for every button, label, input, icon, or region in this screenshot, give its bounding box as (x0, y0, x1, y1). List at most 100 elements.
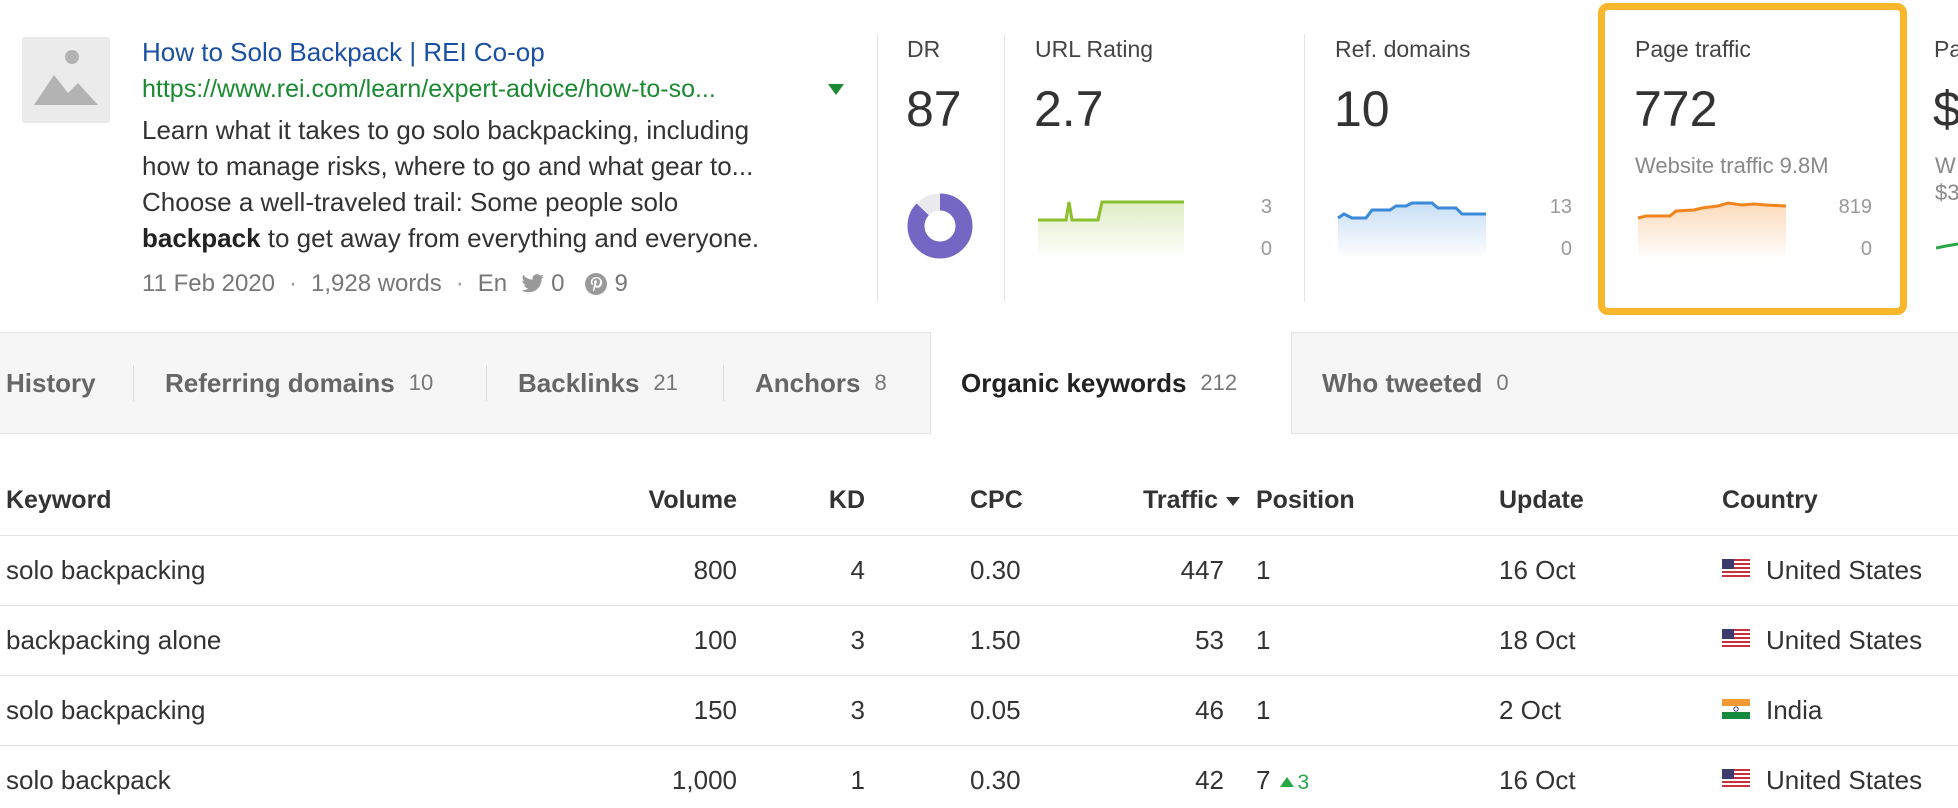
tweet-count: 0 (551, 270, 565, 297)
separator-dot: · (455, 270, 464, 297)
website-traffic-subtitle: Website traffic 9.8M (1635, 153, 1829, 178)
tab-count: 212 (1200, 370, 1238, 395)
url-rating-label: URL Rating (1035, 36, 1154, 62)
result-url-link[interactable]: https://www.rei.com/learn/expert-advice/… (142, 75, 716, 103)
position-value: 7 (1256, 765, 1271, 795)
update-cell: 16 Oct (1499, 555, 1576, 585)
column-divider (1304, 34, 1305, 302)
column-header-traffic-label: Traffic (1142, 486, 1218, 514)
column-header-keyword[interactable]: Keyword (6, 486, 112, 514)
ref-domains-axis-min: 0 (1560, 238, 1572, 260)
volume-cell: 150 (693, 695, 737, 725)
result-thumbnail (22, 37, 110, 123)
india-flag-icon (1722, 699, 1750, 719)
column-header-kd[interactable]: KD (828, 486, 865, 514)
twitter-icon (521, 274, 545, 294)
tab-label: Who tweeted (1322, 367, 1483, 398)
us-flag-icon (1722, 559, 1750, 579)
keyword-cell[interactable]: solo backpack (6, 765, 171, 795)
page-traffic-label: Page traffic (1635, 36, 1751, 62)
snippet-line: Choose a well-traveled trail: Some peopl… (142, 187, 679, 217)
partial-metric-value[interactable]: $ (1933, 81, 1958, 137)
tab-history[interactable]: History (6, 333, 96, 433)
column-header-position[interactable]: Position (1256, 486, 1355, 514)
tab-referring-domains[interactable]: Referring domains 10 (165, 333, 433, 433)
ref-domains-label: Ref. domains (1335, 36, 1471, 62)
cpc-cell: 0.30 (970, 555, 1021, 585)
update-cell: 16 Oct (1499, 765, 1576, 795)
cpc-cell: 0.30 (970, 765, 1021, 795)
sort-descending-icon (1226, 496, 1240, 506)
country-cell: India (1766, 695, 1823, 725)
url-rating-value[interactable]: 2.7 (1034, 81, 1104, 137)
column-header-update[interactable]: Update (1499, 486, 1584, 514)
url-rating-axis-min: 0 (1260, 238, 1272, 260)
page-traffic-highlight-box (1598, 3, 1907, 315)
kd-cell: 3 (850, 695, 865, 725)
column-divider (877, 34, 878, 302)
page-traffic-axis-min: 0 (1860, 238, 1872, 260)
url-rating-axis-max: 3 (1260, 196, 1272, 218)
tab-count: 8 (874, 370, 887, 395)
traffic-cell: 46 (1195, 695, 1224, 725)
column-header-traffic[interactable]: Traffic (1090, 486, 1240, 515)
ref-domains-value[interactable]: 10 (1334, 81, 1390, 137)
column-header-volume[interactable]: Volume (648, 486, 737, 514)
tab-label: Referring domains (165, 367, 395, 398)
page-traffic-sparkline (1637, 201, 1787, 260)
keyword-cell[interactable]: solo backpacking (6, 555, 206, 585)
ref-domains-sparkline (1337, 201, 1486, 260)
dr-value[interactable]: 87 (906, 81, 962, 137)
volume-cell: 100 (693, 625, 737, 655)
snippet-line: Learn what it takes to go solo backpacki… (142, 115, 750, 145)
result-snippet: Learn what it takes to go solo backpacki… (142, 112, 862, 256)
result-meta: 11 Feb 2020 · 1,928 words · En 0 9 (142, 270, 628, 298)
tab-organic-keywords[interactable]: Organic keywords 212 (930, 332, 1292, 434)
tab-anchors[interactable]: Anchors 8 (755, 333, 887, 433)
tab-label: History (6, 367, 96, 398)
url-dropdown-caret-icon[interactable] (828, 84, 844, 95)
tab-count: 21 (653, 370, 678, 395)
image-placeholder-icon (34, 50, 98, 105)
tab-label: Anchors (755, 367, 861, 398)
partial-metric-sub: W (1935, 153, 1956, 178)
partial-metric-sub: $3 (1935, 180, 1958, 205)
tab-who-tweeted[interactable]: Who tweeted 0 (1322, 333, 1509, 433)
column-header-cpc[interactable]: CPC (970, 486, 1023, 514)
position-cell: 1 (1256, 625, 1271, 655)
update-cell: 2 Oct (1499, 695, 1562, 725)
ref-domains-axis-max: 13 (1549, 196, 1572, 218)
word-count: 1,928 words (311, 270, 442, 297)
keyword-cell[interactable]: backpacking alone (6, 625, 222, 655)
traffic-cell: 42 (1195, 765, 1224, 795)
partial-metric-label: Pa (1934, 36, 1958, 62)
page-traffic-value[interactable]: 772 (1634, 81, 1718, 137)
url-rating-sparkline (1038, 200, 1184, 260)
donut-fill (907, 193, 973, 259)
us-flag-icon (1722, 769, 1750, 789)
tab-label: Backlinks (518, 367, 640, 398)
position-up-icon (1280, 777, 1295, 788)
partial-metric-sparkline (1936, 242, 1958, 250)
row-divider (0, 535, 1958, 536)
column-divider (1004, 34, 1005, 302)
page-traffic-axis-max: 819 (1838, 196, 1872, 218)
column-header-country[interactable]: Country (1722, 486, 1818, 514)
tab-count: 0 (1496, 370, 1509, 395)
dr-label: DR (907, 36, 941, 62)
country-cell: United States (1766, 625, 1923, 655)
traffic-cell: 53 (1195, 625, 1224, 655)
pin-count: 9 (614, 270, 628, 297)
publish-date: 11 Feb 2020 (142, 270, 275, 297)
language: En (477, 270, 508, 297)
keyword-cell[interactable]: solo backpacking (6, 695, 206, 725)
tab-divider (723, 365, 724, 401)
row-divider (0, 745, 1958, 746)
tab-backlinks[interactable]: Backlinks 21 (518, 333, 678, 433)
country-cell: United States (1766, 765, 1923, 795)
pinterest-icon (584, 272, 608, 296)
result-title-link[interactable]: How to Solo Backpack | REI Co-op (142, 37, 545, 67)
snippet-bold-term: backpack (142, 223, 261, 253)
kd-cell: 1 (850, 765, 865, 795)
